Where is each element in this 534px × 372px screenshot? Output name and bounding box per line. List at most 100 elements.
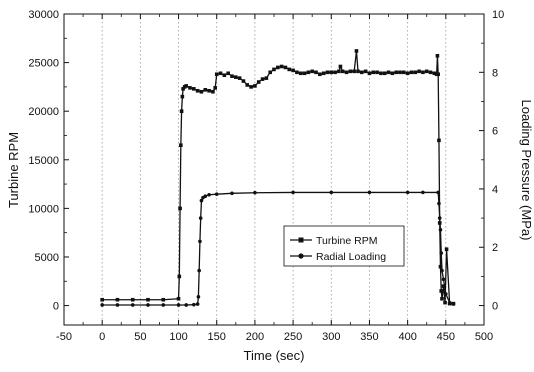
x-tick-label: 350 xyxy=(360,331,378,343)
data-point-turbine-rpm xyxy=(268,70,272,75)
data-point-radial-loading xyxy=(291,190,295,195)
data-point-turbine-rpm xyxy=(440,296,444,301)
x-tick-label: 450 xyxy=(437,331,455,343)
y-right-tick-label: 4 xyxy=(492,184,498,196)
data-point-turbine-rpm xyxy=(302,71,307,76)
x-tick-label: 0 xyxy=(99,331,105,343)
x-tick-label: 150 xyxy=(208,331,226,343)
data-point-turbine-rpm xyxy=(264,76,269,80)
data-point-turbine-rpm xyxy=(283,65,288,70)
data-point-radial-loading xyxy=(436,190,440,195)
data-point-radial-loading xyxy=(437,216,442,220)
data-point-turbine-rpm xyxy=(394,70,398,75)
data-point-turbine-rpm xyxy=(130,297,135,302)
data-point-turbine-rpm xyxy=(211,89,215,94)
data-point-turbine-rpm xyxy=(214,72,219,77)
x-tick-label: 100 xyxy=(169,331,187,343)
data-point-turbine-rpm xyxy=(199,89,204,94)
y-left-tick-label: 0 xyxy=(53,301,59,313)
legend-label-rpm: Turbine RPM xyxy=(316,235,377,247)
data-point-turbine-rpm xyxy=(432,71,437,76)
data-point-turbine-rpm xyxy=(318,72,322,77)
data-point-turbine-rpm xyxy=(360,70,364,75)
data-point-radial-loading xyxy=(197,268,201,273)
data-point-radial-loading xyxy=(253,190,257,195)
data-point-turbine-rpm xyxy=(207,88,211,93)
data-point-turbine-rpm xyxy=(352,69,356,74)
data-point-turbine-rpm xyxy=(340,69,345,74)
data-point-turbine-rpm xyxy=(291,68,295,73)
data-point-turbine-rpm xyxy=(272,67,276,72)
series-layer xyxy=(100,49,456,307)
data-point-turbine-rpm xyxy=(428,70,433,75)
data-point-turbine-rpm xyxy=(298,71,303,76)
y-right-tick-label: 2 xyxy=(492,242,498,254)
data-point-radial-loading xyxy=(199,198,204,203)
data-point-turbine-rpm xyxy=(234,75,238,79)
data-point-turbine-rpm xyxy=(306,70,311,75)
y-left-tick-label: 5000 xyxy=(35,252,59,264)
data-point-turbine-rpm xyxy=(436,72,440,77)
ticks-layer: -50 0 50 100 150 200 250 300 350 400 450 5000500010… xyxy=(28,9,504,343)
data-point-radial-loading xyxy=(207,192,211,197)
data-point-turbine-rpm xyxy=(237,76,242,80)
data-point-radial-loading xyxy=(146,303,150,307)
x-tick-label: 50 xyxy=(134,331,146,343)
data-point-turbine-rpm xyxy=(146,297,150,302)
data-point-turbine-rpm xyxy=(245,83,250,87)
y-left-tick-label: 15000 xyxy=(28,155,59,167)
data-point-turbine-rpm xyxy=(348,69,353,74)
data-point-radial-loading xyxy=(184,303,188,307)
data-point-turbine-rpm xyxy=(253,84,257,88)
y-left-axis-title: Turbine RPM xyxy=(6,132,21,208)
data-point-turbine-rpm xyxy=(161,297,166,302)
data-point-turbine-rpm xyxy=(100,297,104,302)
grid-layer xyxy=(101,14,447,325)
data-point-turbine-rpm xyxy=(421,70,425,75)
data-point-turbine-rpm xyxy=(386,70,391,75)
data-point-radial-loading xyxy=(214,192,219,196)
data-point-turbine-rpm xyxy=(424,69,429,74)
data-point-turbine-rpm xyxy=(435,53,440,58)
data-point-radial-loading xyxy=(367,190,372,195)
data-point-turbine-rpm xyxy=(439,289,444,293)
data-point-turbine-rpm xyxy=(379,71,383,76)
data-point-turbine-rpm xyxy=(438,264,443,269)
data-point-turbine-rpm xyxy=(325,70,330,75)
data-point-radial-loading xyxy=(439,251,444,255)
data-point-turbine-rpm xyxy=(329,70,334,75)
x-tick-label: 500 xyxy=(475,331,493,343)
data-point-radial-loading xyxy=(195,302,200,306)
data-point-turbine-rpm xyxy=(371,70,376,75)
data-point-turbine-rpm xyxy=(256,80,261,84)
x-axis-title: Time (sec) xyxy=(244,348,305,363)
data-point-turbine-rpm xyxy=(321,71,326,76)
data-point-radial-loading xyxy=(444,292,448,296)
data-point-turbine-rpm xyxy=(402,70,406,75)
y-left-tick-label: 25000 xyxy=(28,58,59,70)
data-point-radial-loading xyxy=(198,239,202,244)
data-point-turbine-rpm xyxy=(310,69,314,74)
data-point-turbine-rpm xyxy=(367,71,372,76)
data-point-turbine-rpm xyxy=(230,74,234,78)
data-point-turbine-rpm xyxy=(382,71,387,76)
y-right-tick-label: 8 xyxy=(492,67,498,79)
data-point-radial-loading xyxy=(130,303,135,307)
data-point-turbine-rpm xyxy=(260,77,265,81)
data-point-radial-loading xyxy=(100,303,104,307)
data-point-turbine-rpm xyxy=(338,64,343,69)
data-point-radial-loading xyxy=(421,190,425,195)
data-point-turbine-rpm xyxy=(314,70,318,75)
data-point-turbine-rpm xyxy=(213,86,217,90)
y-right-axis-title: Loading Pressure (MPa) xyxy=(519,100,534,241)
data-point-turbine-rpm xyxy=(354,49,359,53)
data-point-turbine-rpm xyxy=(222,73,227,78)
x-tick-label: 300 xyxy=(322,331,340,343)
data-point-turbine-rpm xyxy=(195,88,200,93)
data-point-turbine-rpm xyxy=(179,109,184,113)
data-point-radial-loading xyxy=(441,277,446,282)
data-point-turbine-rpm xyxy=(287,67,292,72)
data-point-radial-loading xyxy=(176,303,181,307)
data-point-radial-loading xyxy=(437,201,441,206)
data-point-turbine-rpm xyxy=(390,71,395,76)
